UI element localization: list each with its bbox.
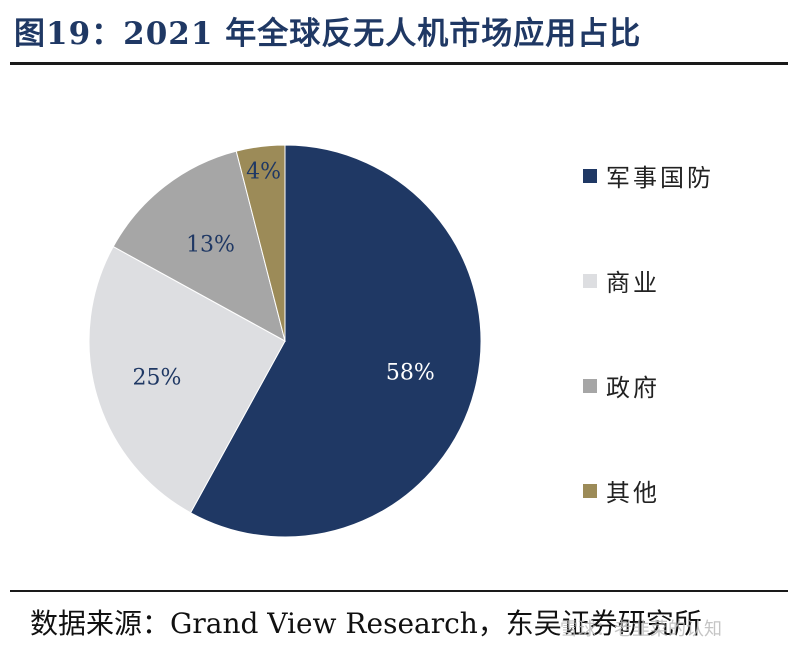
pie-value-label-3: 13% — [186, 232, 235, 257]
legend-swatch — [583, 273, 597, 288]
top-divider — [10, 62, 788, 65]
pie-slice-3 — [112, 150, 286, 342]
legend-label: 其他 — [606, 479, 660, 507]
legend-swatch — [583, 378, 597, 393]
pie-value-labels: 58% 25% 13% 4% — [133, 159, 435, 390]
legend-item-government: 政府 — [583, 368, 660, 403]
pie-chart: 58% 25% 13% 4% — [88, 144, 482, 538]
pie-value-label-1: 58% — [386, 361, 435, 386]
pie-slice-4 — [235, 144, 286, 342]
legend-item-military: 军事国防 — [583, 158, 714, 193]
chart-title: 图19：2021 年全球反无人机市场应用占比 — [14, 16, 642, 52]
legend-swatch — [583, 168, 597, 183]
watermark: 雪球：老韭菜的认知 — [560, 619, 722, 640]
bottom-divider — [10, 590, 788, 592]
chart-legend: 军事国防 商业 政府 其他 — [583, 0, 783, 560]
pie-slice-1 — [189, 144, 482, 538]
legend-label: 商业 — [606, 269, 660, 297]
legend-item-other: 其他 — [583, 473, 660, 508]
pie-slices — [88, 144, 482, 538]
pie-value-label-2: 25% — [133, 366, 182, 391]
pie-slice-2 — [88, 245, 286, 514]
pie-value-label-4: 4% — [246, 159, 281, 184]
legend-item-commercial: 商业 — [583, 263, 660, 298]
legend-label: 军事国防 — [606, 164, 714, 192]
legend-swatch — [583, 483, 597, 498]
legend-label: 政府 — [606, 374, 660, 402]
source-note: 数据来源：Grand View Research，东吴证券研究所 — [30, 607, 702, 640]
